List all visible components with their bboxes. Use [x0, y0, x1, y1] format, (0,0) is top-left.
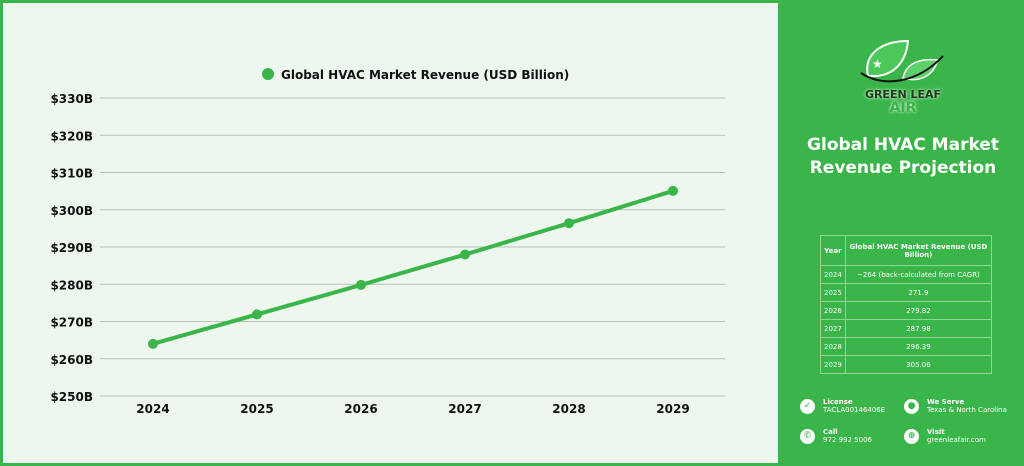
serve-value: Texas & North Carolina	[927, 406, 1007, 414]
series-line	[152, 188, 674, 346]
info-panel: ★ GREEN LEAF AIR Global HVAC Market Reve…	[778, 0, 1024, 466]
data-table: Year Global HVAC Market Revenue (USD Bil…	[820, 235, 993, 374]
y-tick-label: $290B	[50, 241, 93, 255]
revenue-cell: 296.39	[844, 337, 993, 356]
chart-panel: $250B $260B $270B $280B $290B $300B $310B $320B…	[3, 3, 778, 463]
y-tick-label: $330B	[50, 92, 93, 106]
x-tick-label: 2024	[136, 402, 169, 416]
table-row: 2028 296.39	[820, 337, 993, 356]
license-value: TACLA00146406E	[823, 406, 886, 414]
table-row: 2027 287.98	[820, 319, 993, 338]
y-tick-label: $270B	[50, 316, 93, 330]
table-row: 2026 279.82	[820, 301, 993, 320]
data-point	[564, 218, 574, 229]
x-tick-label: 2026	[344, 402, 377, 416]
year-cell: 2025	[820, 283, 846, 302]
y-tick-label: $310B	[50, 167, 93, 181]
svg-text:★: ★	[872, 57, 883, 71]
call-label: Call	[823, 428, 838, 436]
revenue-cell: ~264 (back-calculated from CAGR)	[844, 265, 993, 284]
line-chart: $250B $260B $270B $280B $290B $300B $310B $320B…	[50, 68, 725, 416]
location-pin-icon: ●	[904, 398, 919, 414]
visit-link[interactable]: greenleafair.com	[927, 436, 986, 444]
table-header-row: Year Global HVAC Market Revenue (USD Bil…	[820, 235, 993, 266]
y-tick-label: $300B	[50, 204, 93, 218]
leaf-icon: ★	[860, 39, 944, 83]
revenue-cell: 279.82	[844, 301, 993, 320]
revenue-cell: 305.06	[844, 355, 993, 374]
y-tick-label: $250B	[50, 390, 93, 404]
year-cell: 2029	[820, 355, 846, 374]
license-label: License	[823, 398, 853, 406]
visit-info[interactable]: ⊕ Visit greenleafair.com	[904, 428, 986, 444]
serve-info: ● We Serve Texas & North Carolina	[904, 398, 1007, 414]
data-point	[356, 279, 366, 290]
call-value[interactable]: 972 992 5006	[823, 436, 872, 444]
visit-label: Visit	[927, 428, 945, 436]
table-row: 2024 ~264 (back-calculated from CAGR)	[820, 265, 993, 284]
logo-text: GREEN LEAF	[864, 88, 942, 101]
legend-label: Global HVAC Market Revenue (USD Billion)	[281, 68, 569, 82]
data-point	[668, 185, 678, 196]
serve-label: We Serve	[927, 398, 965, 406]
x-tick-label: 2029	[656, 402, 689, 416]
x-tick-label: 2027	[448, 402, 481, 416]
year-cell: 2024	[820, 265, 846, 284]
phone-icon: ✆	[800, 428, 815, 444]
data-point	[460, 249, 470, 260]
year-cell: 2026	[820, 301, 846, 320]
year-cell: 2028	[820, 337, 846, 356]
revenue-cell: 271.9	[844, 283, 993, 302]
table-row: 2025 271.9	[820, 283, 993, 302]
globe-icon: ⊕	[904, 428, 919, 444]
x-tick-label: 2028	[552, 402, 585, 416]
data-point	[148, 338, 158, 349]
x-tick-label: 2025	[240, 402, 273, 416]
header-year: Year	[820, 235, 846, 266]
brand-logo: ★ GREEN LEAF AIR	[858, 38, 948, 123]
revenue-cell: 287.98	[844, 319, 993, 338]
license-info: ✓ License TACLA00146406E	[800, 398, 885, 414]
y-tick-label: $280B	[50, 278, 93, 292]
year-cell: 2027	[820, 319, 846, 338]
logo-text-air: AIR	[889, 100, 917, 116]
header-revenue: Global HVAC Market Revenue (USD Billion)	[844, 235, 993, 266]
side-title: Global HVAC Market Revenue Projection	[807, 135, 999, 178]
y-tick-label: $320B	[50, 129, 93, 143]
table-row: 2029 305.06	[820, 355, 993, 374]
call-info[interactable]: ✆ Call 972 992 5006	[800, 428, 872, 444]
y-tick-label: $260B	[50, 353, 93, 367]
check-badge-icon: ✓	[800, 398, 815, 414]
data-point	[252, 309, 262, 320]
legend-marker	[262, 68, 274, 80]
